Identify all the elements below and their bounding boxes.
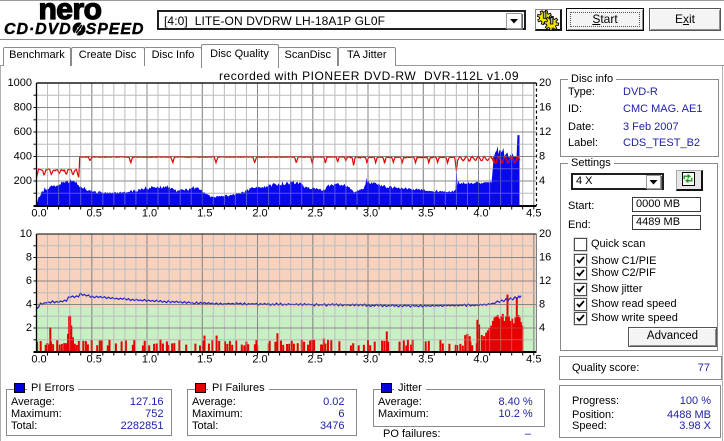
svg-text:12: 12 xyxy=(539,126,551,138)
svg-text:16: 16 xyxy=(539,252,551,264)
svg-text:1.5: 1.5 xyxy=(197,354,212,366)
svg-text:0.5: 0.5 xyxy=(87,208,102,220)
svg-text:0.5: 0.5 xyxy=(87,354,102,366)
svg-text:600: 600 xyxy=(14,126,32,138)
svg-text:4.5: 4.5 xyxy=(526,354,541,366)
svg-text:4.0: 4.0 xyxy=(473,208,488,220)
svg-text:800: 800 xyxy=(14,102,32,114)
svg-text:3.0: 3.0 xyxy=(363,208,378,220)
svg-text:10: 10 xyxy=(20,228,32,240)
svg-text:4: 4 xyxy=(26,299,32,311)
svg-text:3.0: 3.0 xyxy=(363,354,378,366)
svg-text:12: 12 xyxy=(539,275,551,287)
svg-text:0.0: 0.0 xyxy=(31,208,46,220)
svg-text:8: 8 xyxy=(539,151,545,163)
svg-text:1.5: 1.5 xyxy=(197,208,212,220)
svg-text:1.0: 1.0 xyxy=(142,208,157,220)
svg-text:4.0: 4.0 xyxy=(473,354,488,366)
svg-text:8: 8 xyxy=(26,252,32,264)
svg-text:400: 400 xyxy=(14,151,32,163)
svg-text:6: 6 xyxy=(26,275,32,287)
svg-text:200: 200 xyxy=(14,175,32,187)
svg-text:2.0: 2.0 xyxy=(252,354,267,366)
svg-text:20: 20 xyxy=(539,228,551,240)
svg-text:3.5: 3.5 xyxy=(418,208,433,220)
svg-text:1000: 1000 xyxy=(8,77,32,89)
svg-text:3.5: 3.5 xyxy=(418,354,433,366)
svg-text:4: 4 xyxy=(539,322,545,334)
svg-text:16: 16 xyxy=(539,102,551,114)
svg-text:8: 8 xyxy=(539,299,545,311)
svg-text:4: 4 xyxy=(539,175,545,187)
svg-text:2: 2 xyxy=(26,322,32,334)
svg-text:2.5: 2.5 xyxy=(308,208,323,220)
svg-text:20: 20 xyxy=(539,77,551,89)
svg-text:4.5: 4.5 xyxy=(526,208,541,220)
svg-text:2.0: 2.0 xyxy=(252,208,267,220)
svg-text:1.0: 1.0 xyxy=(142,354,157,366)
svg-text:2.5: 2.5 xyxy=(308,354,323,366)
svg-text:recorded with PIONEER DVD-RW: recorded with PIONEER DVD-RW DVR-112L v1… xyxy=(219,69,519,83)
svg-text:0.0: 0.0 xyxy=(31,354,46,366)
